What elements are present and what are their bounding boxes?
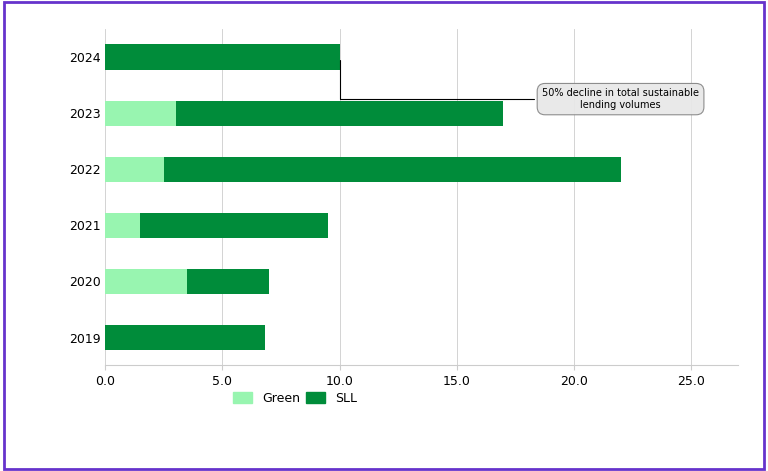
Bar xyxy=(105,213,141,238)
Bar xyxy=(105,157,621,182)
Legend: Green, SLL: Green, SLL xyxy=(228,387,362,410)
Bar xyxy=(105,269,187,294)
Bar xyxy=(105,325,265,350)
Bar xyxy=(105,213,328,238)
Bar xyxy=(105,44,339,70)
Bar xyxy=(105,100,504,126)
Bar xyxy=(105,100,176,126)
Bar xyxy=(105,269,270,294)
Text: 50% decline in total sustainable
lending volumes: 50% decline in total sustainable lending… xyxy=(339,60,699,110)
Bar xyxy=(105,157,164,182)
